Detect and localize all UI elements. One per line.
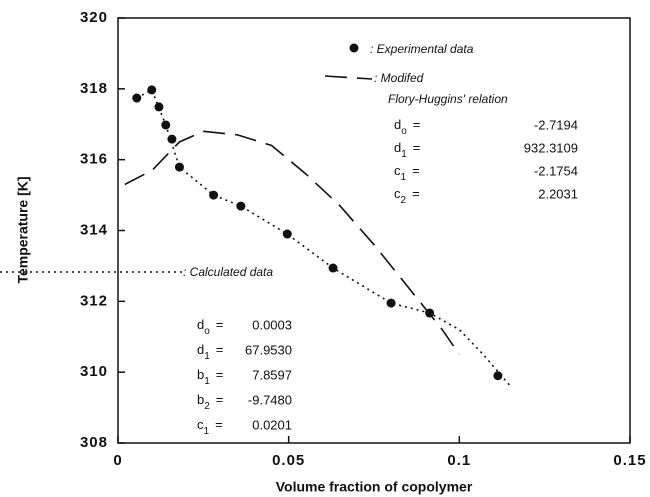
legend-label: : Calculated data [183, 265, 273, 279]
parameter-symbol: d [197, 317, 204, 332]
legend-label: : Experimental data [370, 42, 474, 56]
x-tick-label: 0.15 [613, 452, 646, 469]
parameter-symbol: d [394, 140, 401, 155]
parameter-subscript: o [204, 326, 210, 337]
parameter-equals: = [413, 117, 421, 132]
parameter-symbol: c [394, 186, 401, 201]
parameter-value: 0.0003 [252, 317, 292, 332]
parameter-subscript: 2 [401, 195, 407, 206]
parameter-value: 7.8597 [252, 367, 292, 382]
x-tick-label: 0 [113, 452, 122, 469]
x-axis-label: Volume fraction of copolymer [276, 479, 473, 495]
data-point [154, 102, 164, 112]
legend-label: : Modifed [374, 71, 424, 85]
data-point [236, 201, 246, 211]
curve [124, 130, 460, 355]
parameter-value: 67.9530 [245, 342, 292, 357]
parameter-subscript: o [401, 126, 407, 137]
parameter-label: b1 = [197, 367, 223, 386]
parameter-subscript: 1 [204, 351, 210, 362]
parameter-label: b2 = [197, 392, 223, 411]
parameter-label: c2 = [394, 186, 420, 205]
parameter-subscript: 2 [204, 401, 210, 412]
parameter-label: d1 = [394, 140, 420, 159]
parameter-symbol: c [197, 417, 204, 432]
parameter-value: -2.7194 [534, 117, 578, 132]
data-point [493, 371, 503, 381]
y-axis-label: Temperature [K] [15, 176, 31, 283]
parameter-equals: = [412, 186, 420, 201]
parameter-equals: = [412, 163, 420, 178]
parameter-value: 2.2031 [538, 186, 578, 201]
parameter-symbol: b [197, 367, 204, 382]
data-point [282, 229, 292, 239]
parameter-equals: = [216, 342, 224, 357]
x-tick-label: 0.1 [447, 452, 471, 469]
parameter-label: d1 = [197, 342, 223, 361]
y-tick-label: 312 [80, 292, 108, 309]
curve [136, 88, 512, 387]
parameter-value: 0.0201 [252, 417, 292, 432]
parameter-symbol: c [394, 163, 401, 178]
parameter-label: do = [394, 117, 420, 136]
x-tick-label: 0.05 [272, 452, 305, 469]
legend-line [324, 75, 373, 80]
parameter-label: c1 = [197, 417, 223, 436]
legend-label: Flory-Huggins' relation [388, 92, 508, 106]
parameter-subscript: 1 [204, 426, 210, 437]
parameter-equals: = [216, 367, 224, 382]
parameter-equals: = [413, 140, 421, 155]
y-tick-label: 316 [80, 151, 108, 168]
data-point [147, 85, 157, 95]
y-tick-label: 318 [80, 80, 108, 97]
y-tick-label: 310 [80, 363, 108, 380]
y-tick-label: 314 [80, 221, 108, 238]
parameter-subscript: 1 [204, 376, 210, 387]
parameter-symbol: b [197, 392, 204, 407]
data-point [209, 190, 219, 200]
parameter-equals: = [215, 417, 223, 432]
parameter-subscript: 1 [401, 149, 407, 160]
parameter-equals: = [216, 392, 224, 407]
parameter-symbol: d [197, 342, 204, 357]
y-tick-label: 320 [80, 9, 108, 26]
parameter-equals: = [216, 317, 224, 332]
parameter-symbol: d [394, 117, 401, 132]
parameter-label: c1 = [394, 163, 420, 182]
y-tick-label: 308 [80, 434, 108, 451]
parameter-subscript: 1 [401, 172, 407, 183]
parameter-label: do = [197, 317, 223, 336]
parameter-value: -2.1754 [534, 163, 578, 178]
parameter-value: -9.7480 [248, 392, 292, 407]
legend-marker [349, 43, 359, 53]
parameter-value: 932.3109 [524, 140, 578, 155]
